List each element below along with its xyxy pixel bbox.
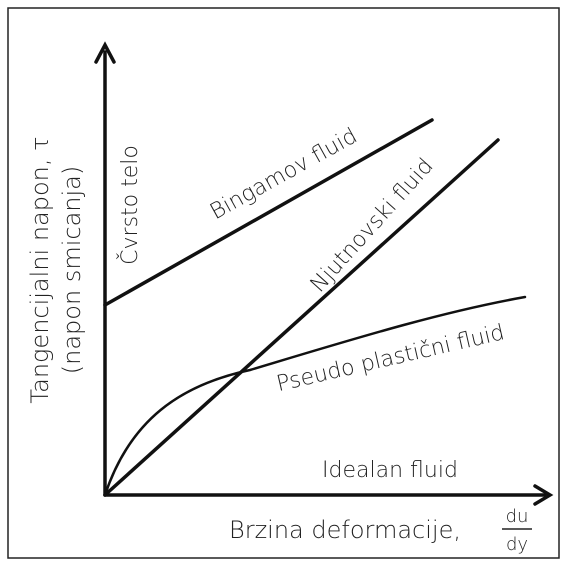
newtonian-line	[103, 138, 500, 497]
x-arrow	[533, 484, 554, 506]
bingham-line	[103, 118, 434, 307]
ideal-label: Idealan fluid	[322, 458, 458, 483]
fraction-denominator: dy	[506, 534, 528, 555]
solid-label: Čvrsto telo	[117, 145, 143, 265]
fraction-numerator: du	[506, 506, 529, 527]
frame	[7, 7, 560, 559]
y-axis-label: Tangencijalni napon, τ	[26, 136, 54, 403]
pseudoplastic-curve	[103, 295, 527, 497]
y-axis-sublabel: (napon smicanja)	[58, 166, 86, 374]
y-arrow	[94, 41, 116, 64]
x-axis-label: Brzina deformacije,	[229, 516, 461, 544]
newtonian-label: Njutnovski fluid	[306, 154, 439, 298]
pseudoplastic-label: Pseudo plastični fluid	[274, 320, 507, 397]
